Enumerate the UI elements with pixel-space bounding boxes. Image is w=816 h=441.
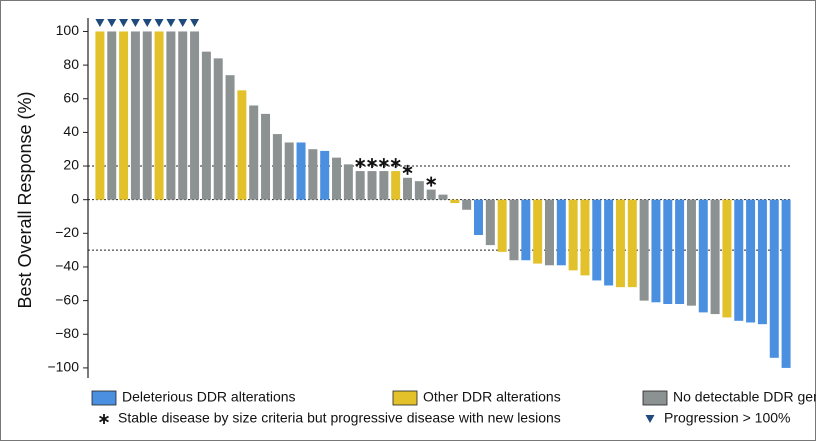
bar: [604, 199, 614, 286]
bar: [722, 199, 732, 318]
bar: [663, 199, 673, 304]
y-tick-label: 100: [56, 22, 80, 38]
bar: [521, 199, 531, 261]
triangle-marker: [107, 19, 117, 27]
bar: [154, 31, 164, 200]
y-tick-label: −80: [55, 325, 79, 341]
legend-swatch: [91, 390, 117, 406]
legend-swatch: [392, 390, 418, 406]
bar: [462, 199, 472, 210]
legend-symbol: [645, 415, 655, 423]
bar: [225, 75, 235, 200]
bar: [615, 199, 625, 288]
asterisk-marker: [426, 176, 437, 187]
y-tick-label: 20: [63, 157, 79, 173]
bar: [355, 171, 365, 200]
asterisk-marker: [355, 158, 366, 169]
bar: [414, 181, 424, 200]
bar: [343, 164, 353, 200]
bar: [509, 199, 519, 261]
bar: [213, 58, 223, 200]
triangle-marker: [119, 19, 129, 27]
bar: [130, 31, 140, 200]
y-tick-label: 80: [63, 56, 79, 72]
bar: [190, 31, 200, 200]
bar: [675, 199, 685, 304]
bar: [592, 199, 602, 281]
y-tick-label: −60: [55, 291, 79, 307]
bar: [201, 51, 211, 200]
bar: [119, 31, 129, 200]
bar: [485, 199, 495, 246]
bar: [272, 134, 282, 200]
bar: [284, 142, 294, 200]
triangle-marker: [130, 19, 140, 27]
bar: [296, 142, 306, 200]
bar: [734, 199, 744, 321]
bar: [757, 199, 767, 325]
y-tick-label: 60: [63, 89, 79, 105]
bar: [580, 199, 590, 276]
bar: [556, 199, 566, 266]
bar: [639, 199, 649, 301]
legend-swatch: [642, 390, 668, 406]
y-tick-label: −100: [47, 359, 79, 375]
triangle-marker: [95, 19, 105, 27]
y-tick-label: 40: [63, 123, 79, 139]
bar: [769, 199, 779, 358]
bar: [568, 199, 578, 271]
bar: [533, 199, 543, 264]
asterisk-marker: [378, 158, 389, 169]
bar: [320, 150, 330, 200]
bar: [249, 105, 259, 200]
bar: [450, 199, 460, 204]
bar: [627, 199, 637, 288]
bar: [166, 31, 176, 200]
legend-label: No detectable DDR genes: [673, 389, 816, 405]
bar: [651, 199, 661, 303]
bar: [686, 199, 696, 306]
triangle-marker: [190, 19, 200, 27]
asterisk-marker: [367, 158, 377, 169]
bar: [710, 199, 720, 315]
bar: [497, 199, 507, 252]
asterisk-marker: [402, 164, 413, 175]
y-axis-label: Best Overall Response (%): [15, 91, 35, 308]
bar: [781, 199, 791, 368]
bar: [403, 177, 413, 200]
triangle-marker: [166, 19, 176, 27]
triangle-marker: [154, 19, 164, 27]
bar: [261, 113, 271, 200]
bar: [426, 189, 436, 200]
bar: [746, 199, 756, 323]
bar: [142, 31, 152, 200]
bar: [379, 171, 389, 200]
y-tick-label: −20: [55, 224, 79, 240]
bar: [438, 194, 448, 200]
legend-label: Other DDR alterations: [423, 389, 561, 405]
bar: [332, 157, 342, 200]
bar: [237, 90, 247, 200]
bar: [95, 31, 105, 200]
triangle-marker: [178, 19, 188, 27]
bar: [308, 149, 318, 200]
bar: [178, 31, 188, 200]
bar: [698, 199, 708, 313]
bar: [544, 199, 554, 266]
bar: [107, 31, 117, 200]
y-tick-label: 0: [71, 190, 79, 206]
bar: [367, 171, 377, 200]
legend-label: Deleterious DDR alterations: [122, 389, 296, 405]
legend-label: Stable disease by size criteria but prog…: [118, 410, 561, 426]
bar: [391, 171, 401, 200]
legend-label: Progression > 100%: [664, 410, 790, 426]
triangle-marker: [142, 19, 152, 27]
y-tick-label: −40: [55, 258, 79, 274]
legend-symbol: [99, 414, 109, 424]
bar: [473, 199, 483, 236]
asterisk-marker: [390, 158, 401, 169]
